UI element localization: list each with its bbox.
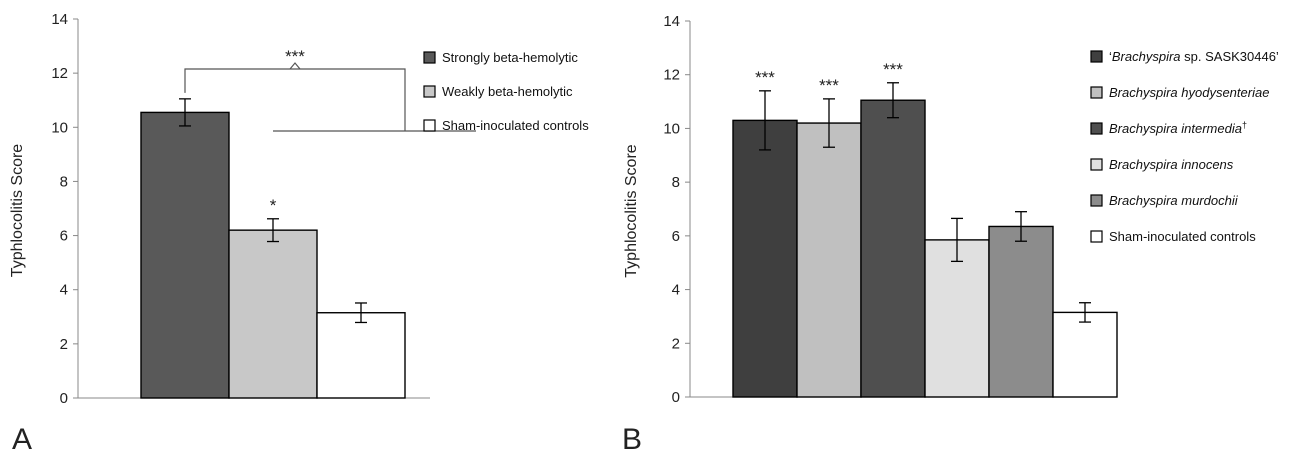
panel-b-legend-swatch	[1090, 86, 1103, 99]
panel-a-y-tick-label: 6	[60, 228, 68, 245]
panel-b-panel-label: B	[622, 423, 642, 456]
panel-a-y-tick-label: 2	[60, 336, 68, 353]
panel-a-legend-swatch	[423, 51, 436, 64]
panel-a-y-tick-label: 0	[60, 390, 68, 407]
panel-b-legend-label: Brachyspira murdochii	[1109, 193, 1239, 208]
panel-b-y-tick-label: 4	[672, 282, 680, 299]
panel-b-bar	[860, 99, 926, 398]
panel-a-legend-label: Weakly beta-hemolytic	[442, 84, 573, 99]
panel-b-legend-label: ‘Brachyspira sp. SASK30446’	[1109, 49, 1279, 64]
panel-a-bracket-label: ***	[285, 47, 305, 66]
panel-b-y-tick-label: 8	[672, 174, 680, 191]
panel-b-bar	[796, 122, 862, 398]
panel-a-legend-label: Strongly beta-hemolytic	[442, 50, 578, 65]
panel-a-legend-label: Sham-inoculated controls	[442, 118, 589, 133]
panel-b-significance-label: ***	[883, 60, 903, 79]
panel-a-legend-swatch	[423, 119, 436, 132]
panel-a-bar	[140, 111, 230, 399]
panel-b-bar	[988, 225, 1054, 398]
panel-a-panel-label: A	[12, 423, 32, 456]
panel-a-significance-label: *	[270, 196, 277, 215]
panel-b-legend-label: Sham-inoculated controls	[1109, 229, 1256, 244]
panel-b-legend-swatch	[1090, 194, 1103, 207]
panel-b-y-tick-label: 0	[672, 389, 680, 406]
panel-b-bar	[732, 119, 798, 398]
panel-a-y-axis-label: Typhlocolitis Score	[9, 144, 26, 277]
panel-a-y-tick-label: 10	[51, 119, 68, 136]
panel-b-legend-swatch	[1090, 158, 1103, 171]
panel-b-legend-label: Brachyspira innocens	[1109, 157, 1234, 172]
panel-b-bar	[1052, 311, 1118, 398]
panel-b-y-tick-label: 12	[663, 67, 680, 84]
panel-b-y-tick-label: 2	[672, 335, 680, 352]
panel-b-legend-label: Brachyspira intermedia†	[1109, 120, 1247, 136]
panel-a-y-tick-label: 14	[51, 11, 68, 28]
panel-a-y-tick-label: 12	[51, 65, 68, 82]
panel-b-y-axis-label: Typhlocolitis Score	[623, 144, 640, 277]
panel-b-significance-label: ***	[755, 68, 775, 87]
panel-b-y-tick-label: 6	[672, 228, 680, 245]
panel-b-legend-swatch	[1090, 50, 1103, 63]
panel-a-y-tick-label: 8	[60, 173, 68, 190]
panel-b-significance-label: ***	[819, 76, 839, 95]
panel-a-bar	[228, 229, 318, 399]
panel-a-y-tick-label: 4	[60, 282, 68, 299]
panel-b-legend-label: Brachyspira hyodysenteriae	[1109, 85, 1269, 100]
panel-a-legend-swatch	[423, 85, 436, 98]
panel-b-y-tick-label: 10	[663, 120, 680, 137]
panel-a-significance-bracket	[184, 68, 406, 131]
panel-b-legend-swatch	[1090, 122, 1103, 135]
panel-a-bracket-notch	[289, 62, 301, 70]
panel-b-bar	[924, 239, 990, 398]
panel-b-legend-swatch	[1090, 230, 1103, 243]
panel-b-y-tick-label: 14	[663, 13, 680, 30]
panel-a-bar	[316, 312, 406, 399]
